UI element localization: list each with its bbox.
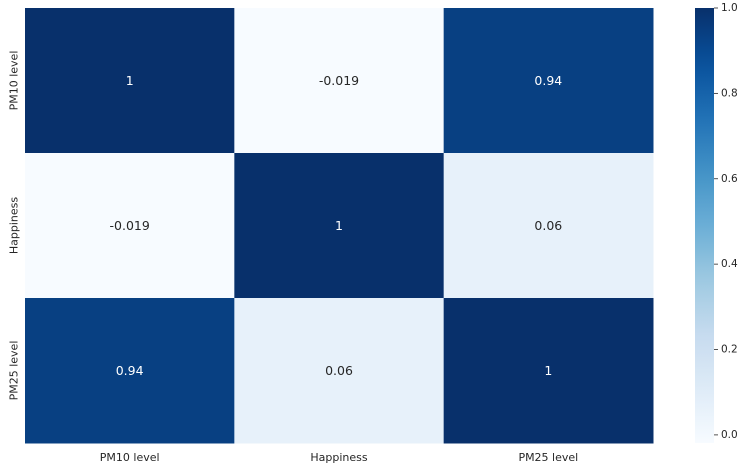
heatmap-cell-label: -0.019 xyxy=(110,218,150,233)
y-axis-tick-labels: PM10 level Happiness PM25 level xyxy=(8,51,21,401)
y-tick-label: PM10 level xyxy=(8,51,21,111)
colorbar: 0.0 0.2 0.4 0.6 0.8 1.0 xyxy=(695,2,738,443)
colorbar-tick-label: 1.0 xyxy=(721,2,738,14)
heatmap-cell-label: 0.94 xyxy=(534,73,562,88)
heatmap-cell xyxy=(25,298,235,444)
colorbar-tick-label: 0.4 xyxy=(721,258,738,270)
heatmap-cell xyxy=(443,298,654,444)
heatmap-cell-label: 1 xyxy=(126,73,134,88)
heatmap-cells xyxy=(25,8,654,444)
colorbar-tick-label: 0.8 xyxy=(721,87,738,99)
heatmap-cell xyxy=(443,8,654,154)
colorbar-tick-labels: 0.0 0.2 0.4 0.6 0.8 1.0 xyxy=(714,2,738,441)
x-tick-label: Happiness xyxy=(310,451,368,464)
y-tick-label: Happiness xyxy=(8,197,21,255)
heatmap-cell xyxy=(234,153,445,299)
x-axis-tick-labels: PM10 level Happiness PM25 level xyxy=(100,451,578,464)
heatmap-cell xyxy=(234,298,445,444)
heatmap-cell xyxy=(234,8,445,154)
heatmap-cell-label: 0.94 xyxy=(116,363,144,378)
heatmap-cell xyxy=(443,153,654,299)
colorbar-gradient xyxy=(695,8,714,443)
x-tick-label: PM10 level xyxy=(100,451,160,464)
heatmap-cell xyxy=(25,153,235,299)
heatmap-cell-label: 1 xyxy=(335,218,343,233)
heatmap-cell-label: 1 xyxy=(544,363,552,378)
heatmap-cell xyxy=(25,8,235,154)
x-tick-label: PM25 level xyxy=(518,451,578,464)
colorbar-tick-label: 0.0 xyxy=(721,429,738,441)
y-tick-label: PM25 level xyxy=(8,341,21,401)
heatmap-cell-label: 0.06 xyxy=(534,218,562,233)
colorbar-tick-label: 0.6 xyxy=(721,173,738,185)
heatmap-cell-labels: 1 -0.019 0.94 -0.019 1 0.06 0.94 0.06 1 xyxy=(110,73,563,378)
colorbar-tick-label: 0.2 xyxy=(721,344,738,356)
heatmap-cell-label: -0.019 xyxy=(319,73,359,88)
heatmap-cell-label: 0.06 xyxy=(325,363,353,378)
